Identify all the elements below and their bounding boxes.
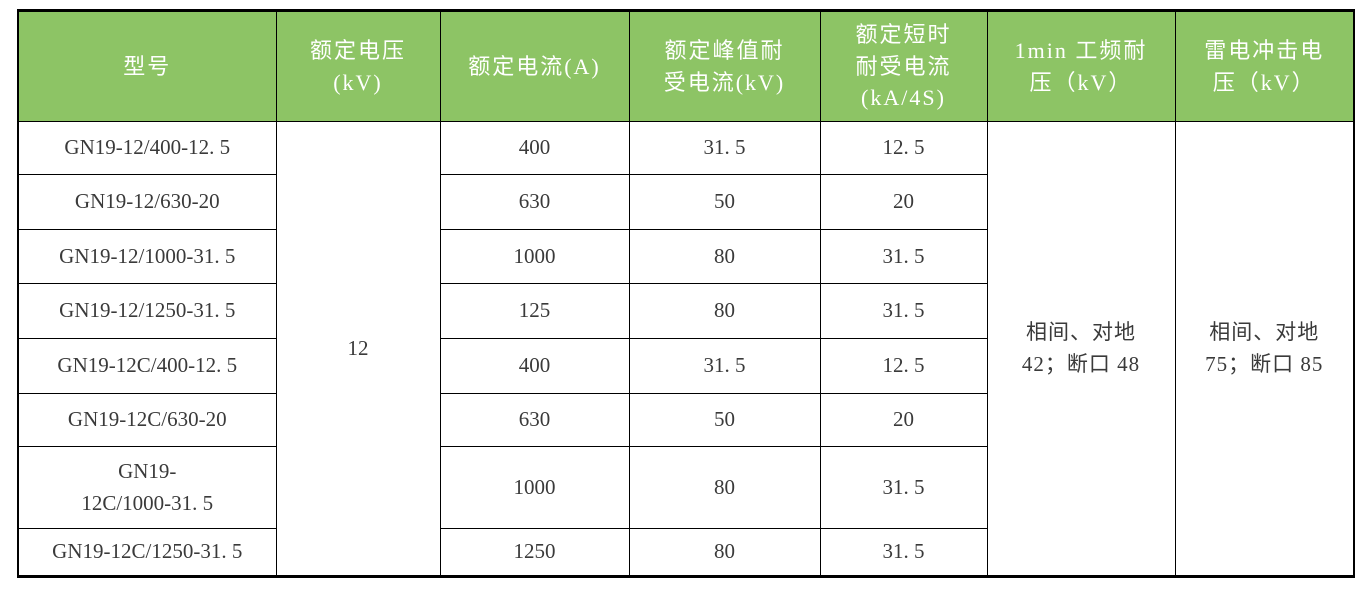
short-time-cell: 20 xyxy=(819,174,988,230)
model-cell: GN19-12/630-20 xyxy=(17,174,277,230)
header-rated-voltage: 额定电压 (kV) xyxy=(275,10,441,122)
table-row: GN19-12C/630-20 630 50 20 xyxy=(17,393,1354,447)
short-time-cell: 12. 5 xyxy=(819,338,988,394)
spec-table: 型号 额定电压 (kV) 额定电流(A) 额定峰值耐 受电流(kV) 额定短时 … xyxy=(17,9,1355,578)
model-cell: GN19- 12C/1000-31. 5 xyxy=(17,446,277,529)
rated-current-cell: 400 xyxy=(439,121,630,175)
rated-current-cell: 1000 xyxy=(439,229,630,284)
table-row: GN19-12/400-12. 5 12 400 31. 5 12. 5 相间、… xyxy=(17,121,1355,577)
table-row: GN19-12/1250-31. 5 125 80 31. 5 xyxy=(17,283,1354,339)
header-row: 型号 额定电压 (kV) 额定电流(A) 额定峰值耐 受电流(kV) 额定短时 … xyxy=(17,10,1355,122)
rated-current-cell: 630 xyxy=(439,174,630,230)
rated-current-cell: 1000 xyxy=(439,446,630,529)
header-lightning-impulse-voltage: 雷电冲击电 压（kV） xyxy=(1174,10,1355,122)
rated-current-cell: 125 xyxy=(439,283,630,339)
short-time-cell: 12. 5 xyxy=(819,121,988,175)
peak-withstand-cell: 80 xyxy=(628,229,821,284)
rated-current-cell: 1250 xyxy=(439,528,630,577)
table-row: GN19-12/630-20 630 50 20 xyxy=(17,174,1354,230)
model-cell: GN19-12/400-12. 5 xyxy=(17,121,277,175)
header-power-frequency-withstand-voltage: 1min 工频耐 压（kV） xyxy=(986,10,1176,122)
short-time-cell: 31. 5 xyxy=(819,528,988,577)
table-row: GN19-12/1000-31. 5 1000 80 31. 5 xyxy=(17,229,1354,284)
table-row: GN19- 12C/1000-31. 5 1000 80 31. 5 xyxy=(17,446,1354,529)
peak-withstand-cell: 80 xyxy=(628,528,821,577)
table-row: GN19-12C/400-12. 5 400 31. 5 12. 5 xyxy=(17,338,1354,394)
peak-withstand-cell: 50 xyxy=(628,174,821,230)
rated-current-cell: 630 xyxy=(439,393,630,447)
lightning-impulse-cell: 相间、对地 75；断口 85 xyxy=(1174,121,1355,577)
short-time-cell: 31. 5 xyxy=(819,283,988,339)
peak-withstand-cell: 50 xyxy=(628,393,821,447)
header-short-time-withstand-current: 额定短时 耐受电流 (kA/4S) xyxy=(819,10,988,122)
peak-withstand-cell: 80 xyxy=(628,446,821,529)
model-cell: GN19-12C/400-12. 5 xyxy=(17,338,277,394)
short-time-cell: 31. 5 xyxy=(819,229,988,284)
model-cell: GN19-12C/630-20 xyxy=(17,393,277,447)
rated-voltage-cell: 12 xyxy=(275,121,441,577)
model-cell: GN19-12C/1250-31. 5 xyxy=(17,528,277,577)
power-frequency-withstand-cell: 相间、对地 42；断口 48 xyxy=(986,121,1176,577)
model-cell: GN19-12/1250-31. 5 xyxy=(17,283,277,339)
short-time-cell: 31. 5 xyxy=(819,446,988,529)
header-rated-current: 额定电流(A) xyxy=(439,10,630,122)
header-model: 型号 xyxy=(17,10,277,122)
peak-withstand-cell: 31. 5 xyxy=(628,338,821,394)
short-time-cell: 20 xyxy=(819,393,988,447)
rated-current-cell: 400 xyxy=(439,338,630,394)
peak-withstand-cell: 31. 5 xyxy=(628,121,821,175)
table-row: GN19-12C/1250-31. 5 1250 80 31. 5 xyxy=(17,528,1354,577)
model-cell: GN19-12/1000-31. 5 xyxy=(17,229,277,284)
header-peak-withstand-current: 额定峰值耐 受电流(kV) xyxy=(628,10,821,122)
peak-withstand-cell: 80 xyxy=(628,283,821,339)
